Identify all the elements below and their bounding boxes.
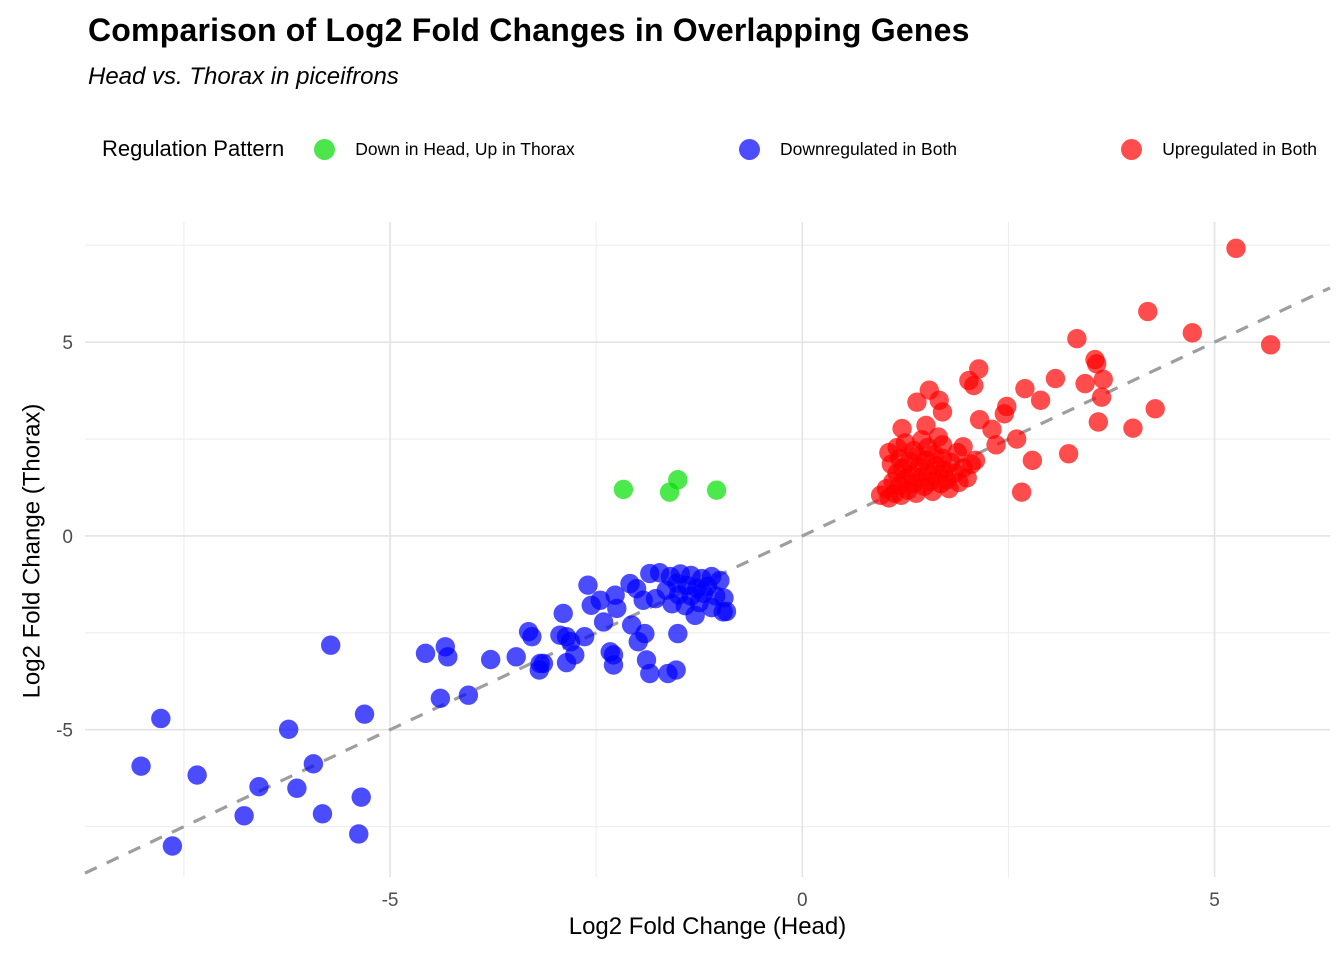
- data-point: [965, 450, 986, 471]
- data-point: [1067, 328, 1087, 349]
- data-point: [430, 688, 451, 709]
- data-point: [640, 663, 660, 684]
- data-point: [1091, 387, 1112, 407]
- legend-item-label: Downregulated in Both: [779, 138, 958, 159]
- chart-subtitle: Head vs. Thorax in piceifrons: [88, 63, 399, 90]
- data-point: [351, 787, 371, 807]
- data-point: [321, 635, 341, 655]
- data-point: [994, 404, 1015, 424]
- data-point: [574, 627, 595, 647]
- data-point: [578, 575, 598, 595]
- data-point: [349, 824, 369, 844]
- chart-title: Comparison of Log2 Fold Changes in Overl…: [88, 12, 970, 48]
- data-point: [666, 660, 686, 680]
- data-point: [892, 418, 912, 439]
- data-point: [553, 603, 573, 624]
- data-point: [953, 437, 973, 457]
- legend-dot-blue-icon: [738, 138, 760, 160]
- legend-item-downregulated-both: Downregulated in Both: [738, 138, 958, 160]
- data-point: [1022, 450, 1043, 471]
- x-axis-tick-label: 0: [797, 890, 808, 911]
- data-point: [1088, 412, 1109, 432]
- y-axis-tick-label: 5: [62, 333, 73, 354]
- data-point: [187, 765, 207, 785]
- data-point: [1015, 378, 1035, 399]
- data-point: [415, 643, 436, 664]
- data-point: [603, 655, 624, 675]
- data-point: [668, 470, 688, 490]
- data-point: [716, 601, 737, 622]
- data-point: [249, 776, 269, 797]
- data-point: [964, 375, 984, 396]
- data-point: [480, 649, 501, 670]
- legend-item-label: Upregulated in Both: [1162, 138, 1317, 159]
- data-point: [506, 647, 526, 667]
- data-point: [613, 479, 634, 500]
- data-point: [1093, 369, 1113, 390]
- data-point: [287, 778, 307, 798]
- data-point: [162, 836, 183, 856]
- y-axis-tick-label: 0: [62, 527, 73, 548]
- legend-title: Regulation Pattern: [102, 136, 285, 161]
- legend: Regulation Pattern Down in Head, Up in T…: [102, 136, 1317, 162]
- data-point: [685, 605, 705, 626]
- data-point: [1226, 238, 1246, 259]
- data-point: [530, 653, 550, 674]
- data-point: [1138, 301, 1158, 322]
- data-point: [969, 359, 989, 379]
- x-axis-tick-label: -5: [382, 890, 399, 911]
- legend-items: Down in Head, Up in Thorax Downregulated…: [314, 138, 1317, 160]
- x-axis-tick-label: 5: [1209, 890, 1220, 911]
- data-point: [131, 756, 151, 776]
- data-point: [303, 754, 324, 774]
- data-point: [607, 598, 627, 619]
- legend-item-down-head-up-thorax: Down in Head, Up in Thorax: [314, 138, 575, 160]
- data-point: [1011, 482, 1032, 502]
- data-point: [887, 437, 907, 458]
- data-point: [706, 480, 727, 500]
- data-point: [458, 685, 479, 705]
- data-point: [278, 719, 299, 740]
- legend-dot-red-icon: [1121, 138, 1143, 160]
- legend-item-upregulated-both: Upregulated in Both: [1121, 138, 1317, 160]
- y-axis-tick-label: -5: [56, 721, 73, 742]
- data-point: [593, 612, 614, 632]
- data-point: [916, 415, 936, 436]
- data-point: [590, 590, 611, 610]
- data-point: [1006, 429, 1027, 449]
- data-point: [928, 427, 949, 447]
- data-point: [1145, 399, 1165, 419]
- data-point: [929, 390, 949, 410]
- data-point: [1045, 368, 1066, 389]
- data-point: [312, 804, 333, 824]
- data-point: [986, 435, 1006, 455]
- data-point: [565, 645, 585, 665]
- data-point: [234, 806, 254, 826]
- data-point: [907, 392, 927, 412]
- chart-header: Comparison of Log2 Fold Changes in Overl…: [88, 12, 970, 91]
- x-axis-title: Log2 Fold Change (Head): [568, 913, 847, 940]
- y-axis-title: Log2 Fold Change (Thorax): [18, 403, 46, 699]
- data-point: [1085, 349, 1105, 370]
- data-point: [438, 647, 458, 667]
- legend-dot-green-icon: [314, 138, 336, 160]
- data-point: [354, 704, 375, 724]
- data-point: [1058, 444, 1079, 464]
- data-point: [1260, 335, 1281, 355]
- data-point: [635, 623, 655, 644]
- data-point: [982, 419, 1002, 440]
- data-point: [1030, 390, 1051, 410]
- data-point: [1123, 418, 1143, 438]
- data-point: [645, 589, 666, 609]
- data-point: [1182, 323, 1203, 343]
- data-point: [522, 627, 542, 647]
- data-point: [151, 708, 171, 729]
- data-point: [1075, 373, 1095, 394]
- legend-item-label: Down in Head, Up in Thorax: [355, 138, 575, 159]
- data-point: [668, 623, 688, 644]
